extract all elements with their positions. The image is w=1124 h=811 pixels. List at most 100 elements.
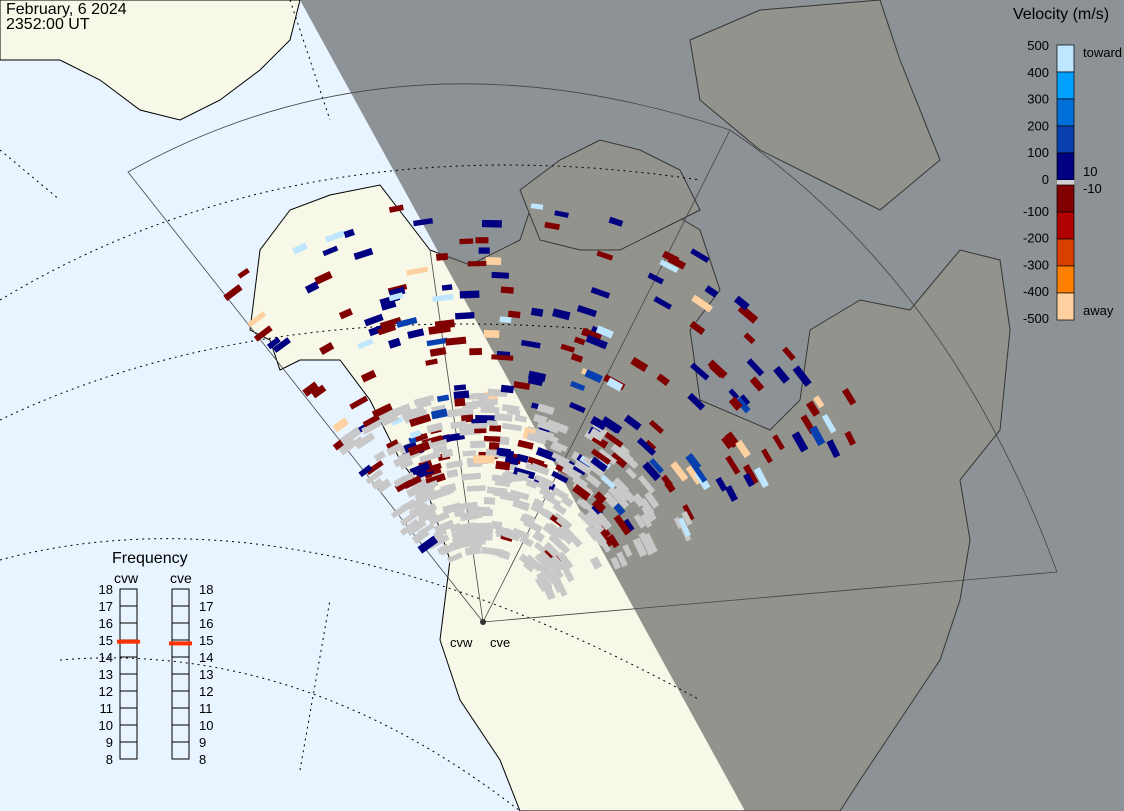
scatter-cell xyxy=(737,394,751,408)
scatter-cell xyxy=(478,247,490,254)
scatter-cell xyxy=(580,327,602,342)
scatter-cell xyxy=(428,510,450,526)
scatter-cell xyxy=(499,316,512,323)
scatter-cell xyxy=(413,394,435,406)
scatter-cell xyxy=(469,539,482,549)
frequency-tick: 17 xyxy=(99,599,113,614)
scatter-cell xyxy=(417,522,435,537)
scatter-cell xyxy=(432,294,454,303)
scatter-cell xyxy=(354,432,376,450)
scatter-cell xyxy=(579,498,596,514)
scatter-cell xyxy=(519,513,536,526)
scatter-cell xyxy=(569,380,586,392)
scatter-cell xyxy=(459,290,480,299)
scatter-cell xyxy=(554,210,569,218)
scatter-cell xyxy=(499,491,521,503)
scatter-cell xyxy=(826,439,841,459)
scatter-cell xyxy=(604,420,620,434)
time-label: 2352:00 UT xyxy=(6,16,90,33)
colorbar-segment xyxy=(1056,152,1075,181)
scatter-cell xyxy=(466,422,488,430)
scatter-cell xyxy=(618,444,630,456)
scatter-cell xyxy=(302,381,320,397)
scatter-cell xyxy=(551,470,569,484)
scatter-cell xyxy=(495,460,511,471)
frequency-tick: 9 xyxy=(106,735,113,750)
scatter-cell xyxy=(439,540,462,556)
scatter-cell xyxy=(678,517,691,537)
scatter-cell xyxy=(417,511,433,523)
scatter-cell xyxy=(640,513,653,528)
frequency-tick: 15 xyxy=(99,633,113,648)
scatter-cell xyxy=(376,478,392,493)
scatter-cell xyxy=(724,485,738,502)
scatter-cell xyxy=(453,390,470,400)
scatter-cell xyxy=(653,296,672,310)
scatter-cell xyxy=(630,356,649,372)
scatter-cell xyxy=(589,427,605,442)
scatter-cell xyxy=(841,388,857,406)
scatter-cell xyxy=(272,337,291,353)
scatter-cell xyxy=(735,396,751,414)
frequency-radar-cvw: cvw xyxy=(114,570,139,586)
frequency-tick: 10 xyxy=(99,718,113,733)
scatter-cell xyxy=(623,518,635,532)
scatter-cell xyxy=(488,442,500,450)
scatter-cell xyxy=(462,450,477,457)
scatter-cell xyxy=(461,472,482,481)
scatter-cell xyxy=(388,337,402,349)
frequency-tick: 11 xyxy=(199,701,213,716)
scatter-cell xyxy=(357,338,374,350)
scatter-cell xyxy=(501,528,521,542)
scatter-cell xyxy=(649,458,664,474)
colorbar-ground-scatter xyxy=(1057,180,1074,185)
colorbar-segment xyxy=(1056,292,1075,321)
scatter-cell xyxy=(409,461,431,476)
scatter-cell xyxy=(530,307,544,317)
scatter-cell xyxy=(582,456,600,470)
scatter-cell xyxy=(485,257,502,266)
radar-label-cve: cve xyxy=(490,635,510,650)
radar-label-cvw: cvw xyxy=(450,635,473,650)
scatter-cell xyxy=(725,455,741,475)
scatter-cell xyxy=(446,552,463,564)
scatter-cell xyxy=(462,401,478,410)
scatter-cell xyxy=(373,450,387,462)
scatter-cell xyxy=(633,513,646,529)
colorbar-segment xyxy=(1056,71,1075,100)
scatter-cell xyxy=(338,308,354,320)
scatter-cell xyxy=(537,550,553,566)
scatter-cell xyxy=(534,575,549,592)
scatter-cell xyxy=(253,325,273,342)
scatter-cell xyxy=(311,384,327,399)
scatter-cell xyxy=(496,447,511,457)
scatter-cell xyxy=(551,578,565,594)
scatter-cell xyxy=(486,420,498,426)
scatter-cell xyxy=(237,267,250,279)
scatter-cell xyxy=(425,358,438,366)
scatter-cell xyxy=(661,250,680,265)
scatter-cell xyxy=(616,551,628,568)
scatter-cell xyxy=(426,337,449,347)
radar-fov xyxy=(127,83,1058,623)
scatter-cell xyxy=(469,347,483,356)
colorbar-segment xyxy=(1056,265,1075,294)
scatter-cell xyxy=(551,441,568,452)
scatter-cell xyxy=(743,332,756,345)
scatter-cell xyxy=(743,473,755,488)
scatter-cell xyxy=(365,469,384,485)
scatter-cell xyxy=(483,329,500,338)
scatter-cell xyxy=(536,562,551,578)
scatter-cell xyxy=(396,317,418,328)
scatter-cell xyxy=(474,427,487,434)
scatter-cell xyxy=(467,506,481,516)
colorbar-segment xyxy=(1056,184,1075,213)
velocity-colorbar: 500 400 300 200 100 0 -100 -200 -300 -400 -500 towa… xyxy=(1023,38,1122,326)
scatter-cell xyxy=(685,452,702,471)
velocity-tick: 200 xyxy=(1027,118,1049,133)
scatter-cell xyxy=(516,453,529,463)
scatter-cell xyxy=(449,522,462,533)
scatter-cell xyxy=(568,401,586,414)
scatter-cell xyxy=(445,459,464,469)
velocity-tick: 500 xyxy=(1027,38,1049,53)
